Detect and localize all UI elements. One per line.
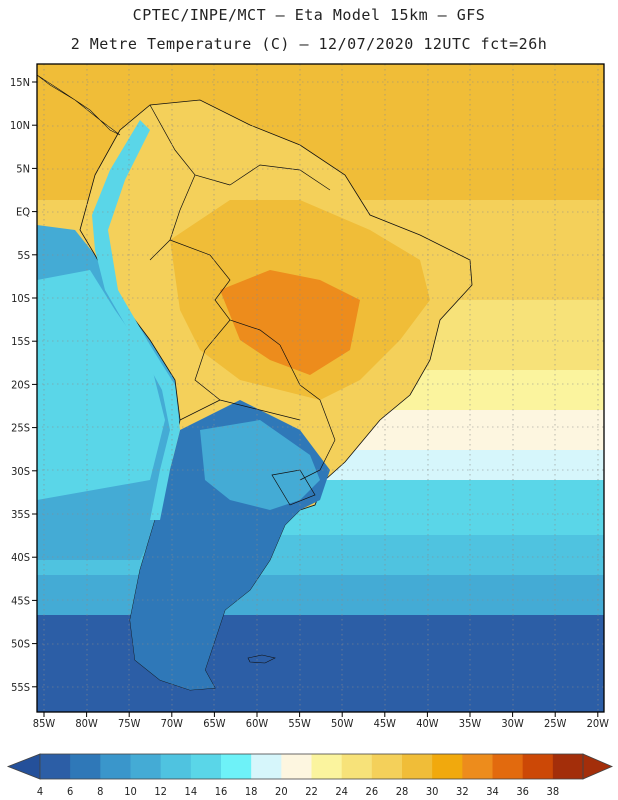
- lat-label: 55S: [11, 681, 30, 694]
- lat-label: 10S: [11, 292, 30, 305]
- colorbar-low-arrow: [6, 753, 41, 780]
- lat-label: 5S: [17, 249, 30, 262]
- colorbar-label: 30: [426, 785, 439, 798]
- lon-label: 80W: [75, 717, 98, 730]
- colorbar-swatch: [281, 754, 312, 779]
- lon-label: 55W: [288, 717, 311, 730]
- lon-label: 70W: [161, 717, 184, 730]
- colorbar-swatch: [522, 754, 554, 779]
- lon-label: 35W: [459, 717, 482, 730]
- lon-label: 65W: [203, 717, 226, 730]
- colorbar-label: 28: [396, 785, 409, 798]
- lat-label: 25S: [11, 422, 30, 435]
- lat-label: EQ: [16, 206, 30, 219]
- colorbar-label: 32: [456, 785, 469, 798]
- colorbar-swatch: [371, 754, 403, 779]
- lat-label: 30S: [11, 465, 30, 478]
- map-frame: [36, 63, 605, 713]
- colorbar-label: 20: [275, 785, 288, 798]
- colorbar-label: 38: [547, 785, 560, 798]
- colorbar-swatch: [251, 754, 282, 779]
- colorbar-label: 22: [305, 785, 318, 798]
- lat-label: 15S: [11, 335, 30, 348]
- pacific-cool-zone: [37, 270, 165, 500]
- colorbar-swatch: [341, 754, 373, 779]
- pampas-cool-zone: [200, 420, 320, 510]
- falkland-islands: [247, 654, 276, 664]
- lat-label: 15N: [10, 76, 30, 89]
- hottest-interior-zone: [220, 270, 360, 375]
- southern-ocean-band: [37, 615, 604, 712]
- map-title-variable: 2 Metre Temperature (C) – 12/07/2020 12U…: [70, 35, 548, 53]
- colorbar-swatch: [311, 754, 343, 779]
- lat-label: 50S: [11, 638, 30, 651]
- colorbar-high-arrow: [582, 753, 614, 780]
- lon-label: 85W: [33, 717, 56, 730]
- longitude-axis: 85W 80W 75W 70W 65W 60W 55W 50W 45W 40W 35W 30W 25W 2…: [33, 712, 609, 730]
- colorbar-swatch: [130, 754, 162, 779]
- colorbar-swatch: [552, 754, 584, 779]
- colorbar-swatch: [402, 754, 433, 779]
- colorbar-swatch: [70, 754, 101, 779]
- colorbar-swatch: [40, 754, 71, 779]
- colorbar-label: 8: [97, 785, 103, 798]
- temperature-field: [37, 64, 604, 712]
- central-america: [37, 74, 121, 136]
- colorbar-swatch: [462, 754, 493, 779]
- lat-label: 40S: [11, 551, 30, 564]
- lon-label: 75W: [118, 717, 141, 730]
- lon-label: 40W: [416, 717, 439, 730]
- colorbar-label: 26: [366, 785, 379, 798]
- lat-label: 20S: [11, 378, 30, 391]
- colorbar: 4 6 8 10 12 14 16 18 20 22 24 26 28 30 32 34 36 38: [6, 753, 614, 798]
- lon-label: 45W: [374, 717, 397, 730]
- lon-label: 50W: [331, 717, 354, 730]
- lon-label: 30W: [501, 717, 524, 730]
- colorbar-border: [39, 753, 584, 780]
- colorbar-swatch: [432, 754, 463, 779]
- colorbar-label: 18: [245, 785, 258, 798]
- lon-label: 60W: [246, 717, 269, 730]
- colorbar-label: 34: [486, 785, 499, 798]
- colorbar-label: 6: [67, 785, 73, 798]
- colorbar-swatch: [160, 754, 192, 779]
- colorbar-label: 16: [215, 785, 228, 798]
- lat-label: 45S: [11, 594, 30, 607]
- colorbar-swatch: [100, 754, 131, 779]
- colorbar-label: 12: [154, 785, 167, 798]
- colorbar-swatch: [221, 754, 252, 779]
- latitude-axis: 15N 10N 5N EQ 5S 10S 15S 20S 25S 30S 35S 40S 45S 50S 5…: [10, 76, 37, 694]
- lon-label: 25W: [544, 717, 567, 730]
- colorbar-swatch: [190, 754, 222, 779]
- lat-label: 5N: [16, 162, 30, 175]
- very-cold-ocean-band: [37, 575, 604, 620]
- map-title-model: CPTEC/INPE/MCT – Eta Model 15km – GFS: [132, 6, 486, 24]
- graticule: [37, 64, 604, 712]
- colorbar-label: 10: [124, 785, 137, 798]
- colorbar-swatch: [492, 754, 524, 779]
- colorbar-label: 36: [516, 785, 529, 798]
- country-borders: [149, 104, 336, 506]
- colorbar-label: 24: [335, 785, 348, 798]
- lon-label: 20W: [587, 717, 610, 730]
- colorbar-label: 4: [37, 785, 43, 798]
- lat-label: 10N: [10, 119, 30, 132]
- lat-label: 35S: [11, 508, 30, 521]
- colorbar-label: 14: [185, 785, 198, 798]
